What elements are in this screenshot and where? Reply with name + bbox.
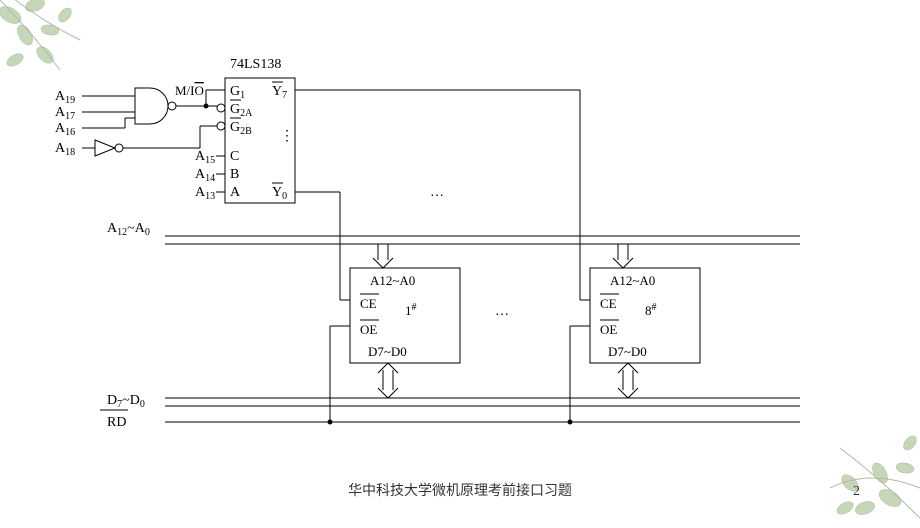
svg-text:D7~D0: D7~D0 (368, 344, 407, 359)
svg-text:A: A (230, 185, 241, 200)
svg-text:C: C (230, 149, 239, 164)
svg-text:A12~A0: A12~A0 (610, 273, 655, 288)
svg-text:D7~D0: D7~D0 (107, 393, 145, 410)
svg-text:RD: RD (107, 415, 126, 430)
svg-text:⋮: ⋮ (280, 129, 294, 144)
circuit-diagram: 74LS138 G1 G2A G2B C B A Y7 ⋮ Y0 A19 A17… (0, 0, 920, 470)
leaf-decoration-top (0, 0, 110, 110)
svg-text:…: … (495, 304, 509, 319)
svg-text:…: … (430, 185, 444, 200)
svg-text:OE: OE (600, 322, 617, 337)
svg-text:A12~A0: A12~A0 (107, 221, 150, 238)
page-number: 2 (853, 484, 860, 500)
addr-drop-1 (373, 244, 393, 268)
svg-text:B: B (230, 167, 239, 182)
inverter (95, 140, 115, 156)
svg-text:CE: CE (600, 296, 617, 311)
svg-text:A13: A13 (195, 185, 215, 202)
decoder-title: 74LS138 (230, 57, 281, 72)
nand-gate (135, 88, 168, 124)
svg-text:G1: G1 (230, 84, 245, 101)
svg-text:G2A: G2A (230, 102, 253, 119)
svg-text:A14: A14 (195, 167, 215, 184)
svg-text:CE: CE (360, 296, 377, 311)
svg-text:1#: 1# (405, 302, 417, 318)
svg-text:A15: A15 (195, 149, 215, 166)
data-drop-8 (618, 363, 638, 398)
leaf-decoration-bottom (790, 388, 920, 528)
svg-text:OE: OE (360, 322, 377, 337)
svg-text:Y0: Y0 (272, 185, 287, 202)
data-drop-1 (378, 363, 398, 398)
svg-text:Y7: Y7 (272, 84, 287, 101)
svg-text:A16: A16 (55, 121, 75, 138)
svg-text:A18: A18 (55, 141, 75, 158)
svg-text:G2B: G2B (230, 120, 252, 137)
svg-text:D7~D0: D7~D0 (608, 344, 647, 359)
svg-text:8#: 8# (645, 302, 657, 318)
footer-text: 华中科技大学微机原理考前接口习题 (0, 480, 920, 500)
addr-drop-8 (613, 244, 633, 268)
svg-text:M/IO: M/IO (175, 83, 204, 98)
svg-text:A12~A0: A12~A0 (370, 273, 415, 288)
